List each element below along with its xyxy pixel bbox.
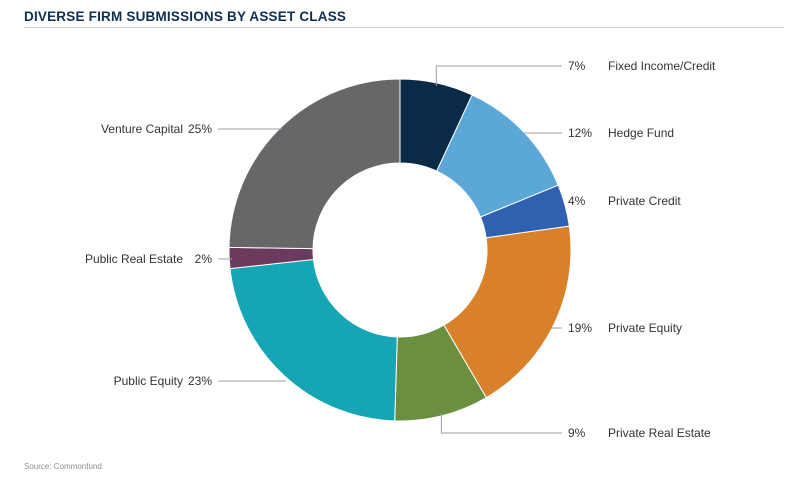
chart-title: DIVERSE FIRM SUBMISSIONS BY ASSET CLASS: [24, 9, 347, 24]
name-label-public-equity: Public Equity: [114, 374, 183, 388]
slice-labels: 7% Fixed Income/Credit 12% Hedge Fund 4% Priv…: [85, 59, 716, 440]
pct-label-hedge-fund: 12%: [568, 126, 592, 140]
pct-label-private-real-estate: 9%: [568, 426, 586, 440]
pct-label-private-equity: 19%: [568, 321, 592, 335]
name-label-hedge-fund: Hedge Fund: [608, 126, 674, 140]
name-label-fixed-income-credit: Fixed Income/Credit: [608, 59, 716, 73]
leader-lines: [218, 65, 563, 434]
donut-slices: [228, 78, 572, 422]
name-label-venture-capital: Venture Capital: [101, 122, 183, 136]
source-note: Source: Commonfund: [24, 462, 102, 471]
name-label-private-credit: Private Credit: [608, 194, 681, 208]
title-divider: [24, 27, 784, 28]
pct-label-venture-capital: 25%: [188, 122, 212, 136]
pct-label-fixed-income-credit: 7%: [568, 59, 586, 73]
leader-fixed-income-credit: [435, 65, 562, 86]
slice-public-equity: [229, 258, 398, 422]
pct-label-private-credit: 4%: [568, 194, 586, 208]
leader-private-real-estate: [440, 412, 562, 434]
pct-label-public-equity: 23%: [188, 374, 212, 388]
slice-venture-capital: [228, 78, 401, 250]
pct-label-public-real-estate: 2%: [195, 252, 213, 266]
name-label-private-real-estate: Private Real Estate: [608, 426, 711, 440]
slice-private-equity: [443, 225, 572, 399]
name-label-private-equity: Private Equity: [608, 321, 682, 335]
name-label-public-real-estate: Public Real Estate: [85, 252, 183, 266]
